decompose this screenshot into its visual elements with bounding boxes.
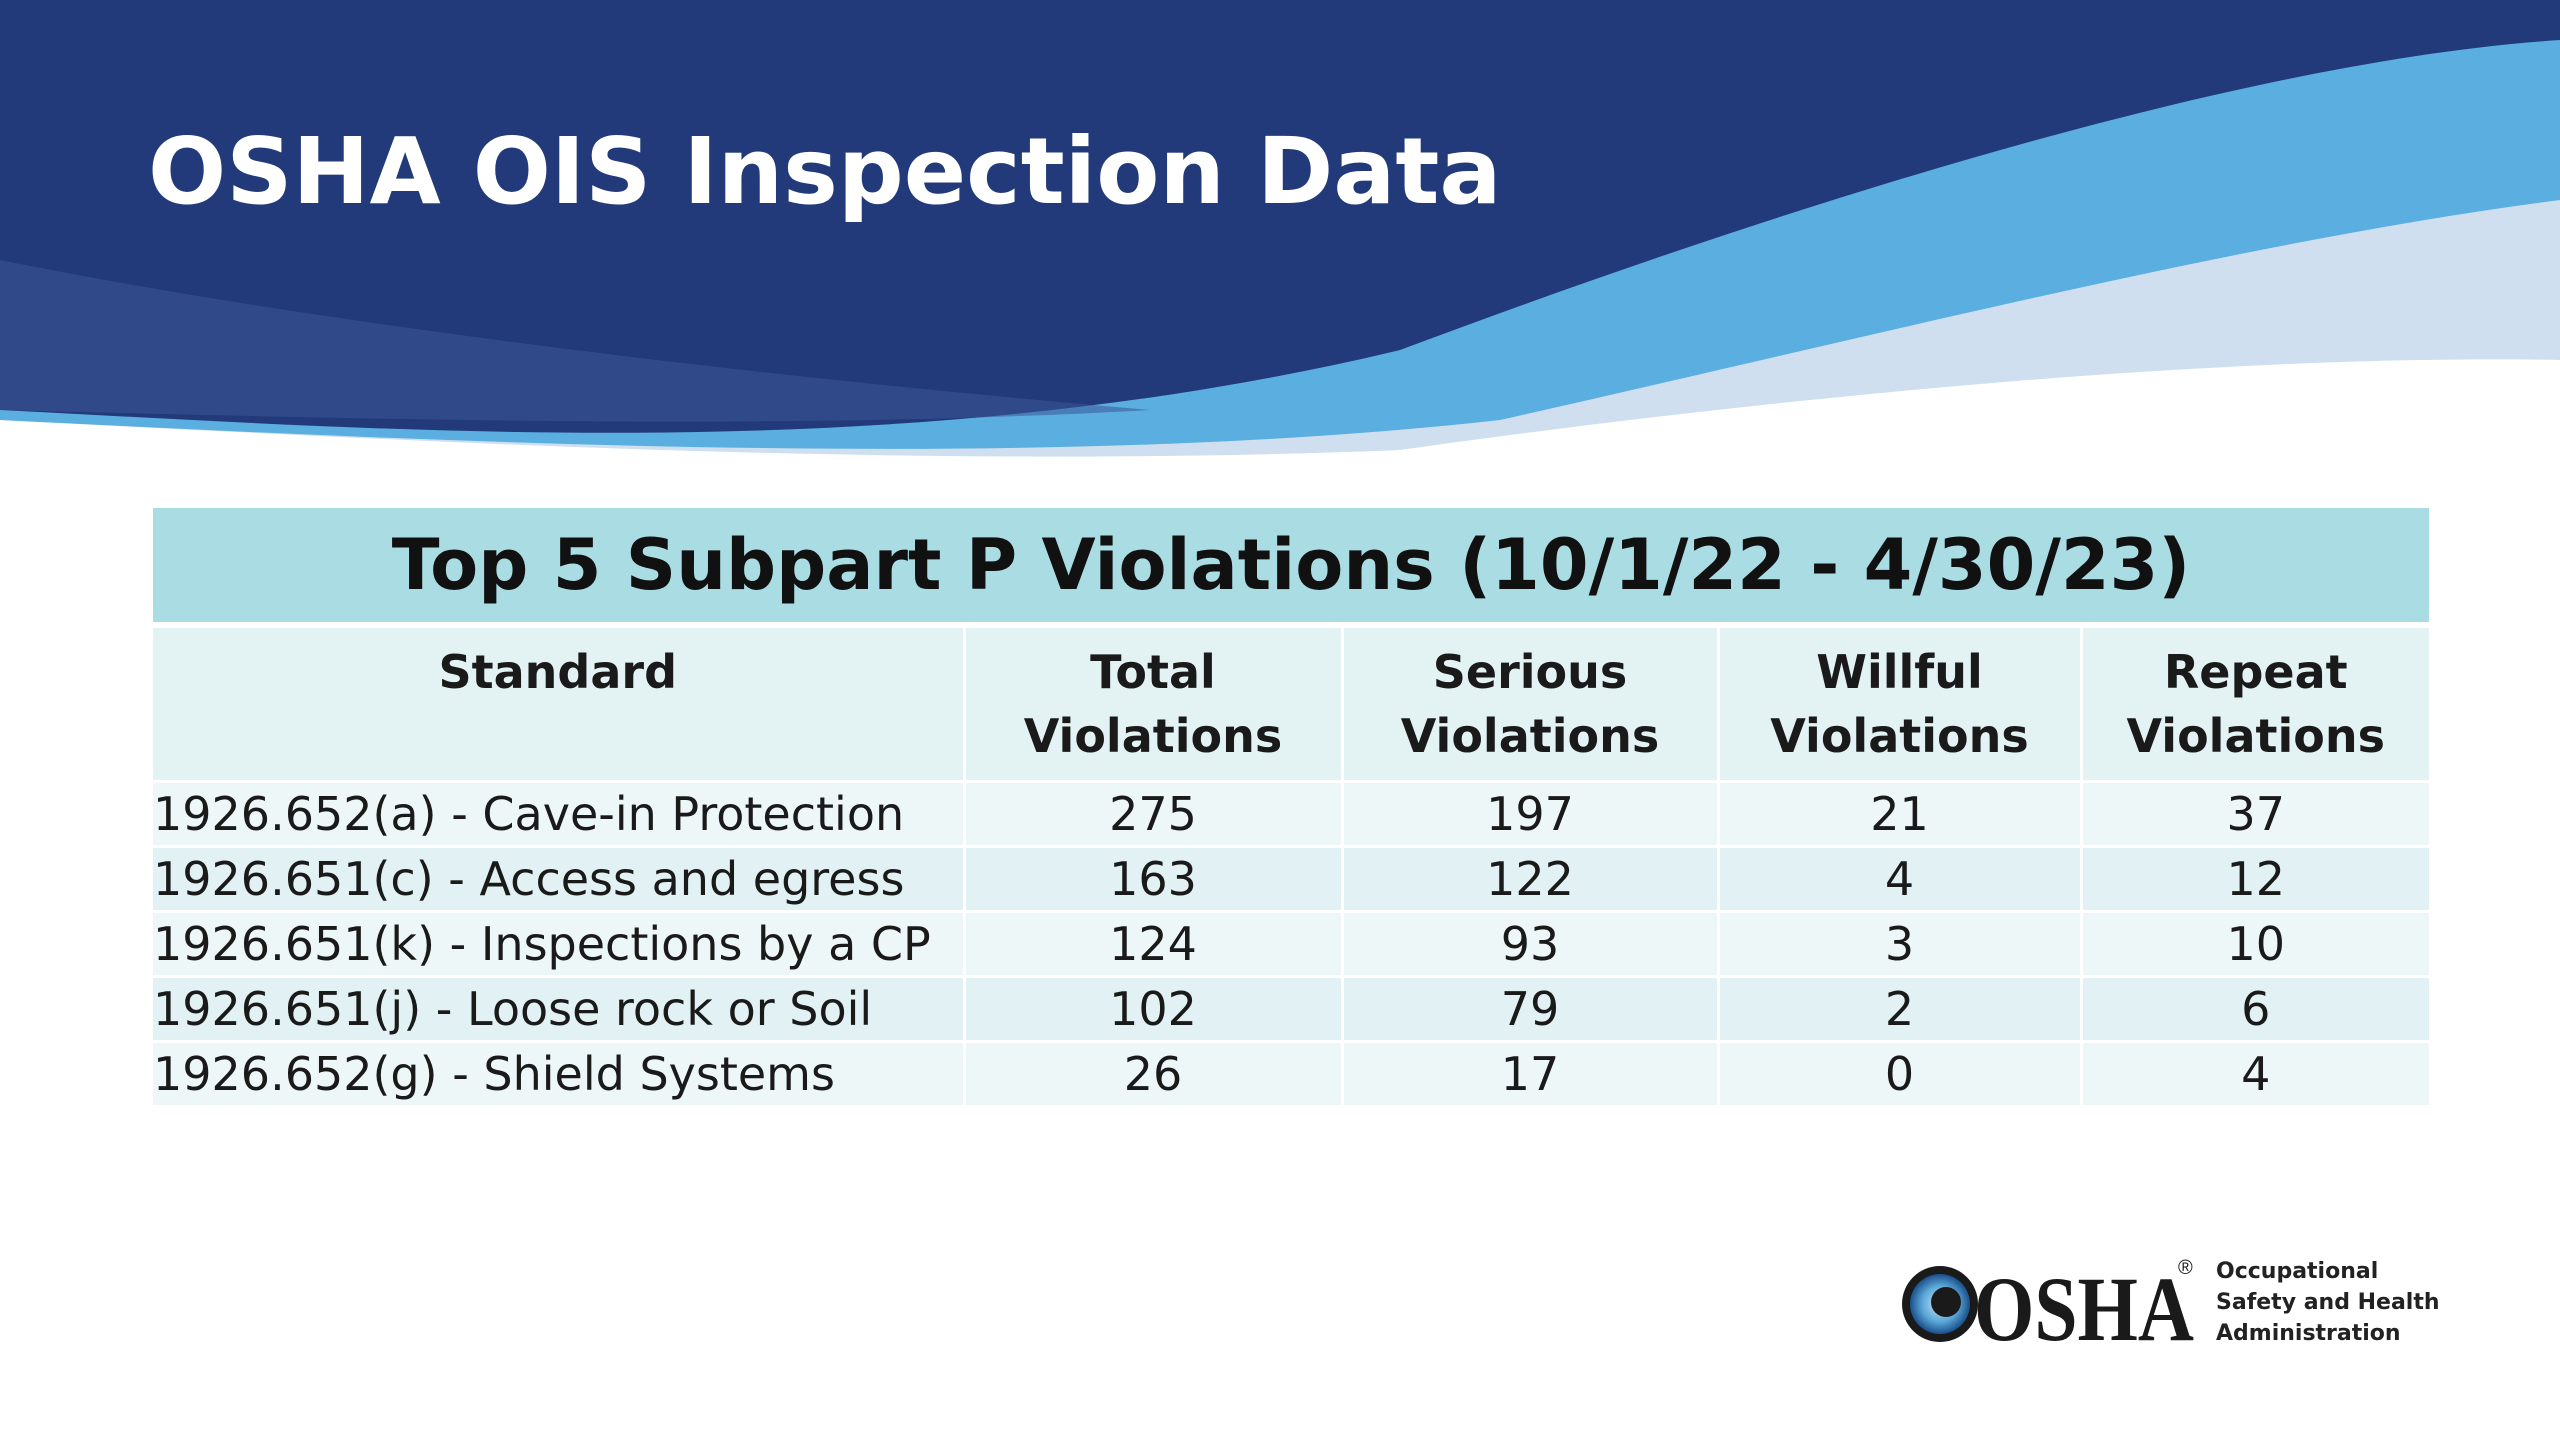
table-row: 1926.651(j) - Loose rock or Soil 102 79 …: [153, 976, 2429, 1043]
cell-willful: 2: [1718, 976, 2083, 1043]
banner-dark-wave: [0, 0, 2560, 433]
registered-mark: ®: [2178, 1257, 2193, 1279]
table-caption: Top 5 Subpart P Violations (10/1/22 - 4/…: [153, 508, 2429, 628]
cell-repeat: 10: [2081, 911, 2429, 978]
table-header-row: Standard Total Violations Serious Violatio…: [153, 628, 2429, 783]
cell-serious: 197: [1342, 781, 1720, 848]
cell-total: 102: [964, 976, 1344, 1043]
tagline-line: Safety and Health: [2216, 1290, 2440, 1315]
osha-wordmark-logo: OSHA ®: [1902, 1257, 2194, 1360]
cell-willful: 4: [1718, 846, 2083, 913]
banner-dark-edge: [0, 260, 1150, 422]
cell-standard: 1926.651(k) - Inspections by a CP: [153, 911, 966, 978]
header-total-violations: Total Violations: [964, 628, 1344, 783]
table-row: 1926.651(k) - Inspections by a CP 124 93…: [153, 911, 2429, 978]
slide-title: OSHA OIS Inspection Data: [148, 118, 1502, 225]
table-row: 1926.651(c) - Access and egress 163 122 …: [153, 846, 2429, 913]
cell-total: 124: [964, 911, 1344, 978]
cell-serious: 122: [1342, 846, 1720, 913]
cell-standard: 1926.651(j) - Loose rock or Soil: [153, 976, 966, 1043]
cell-willful: 0: [1718, 1041, 2083, 1108]
logo-tagline: Occupational Safety and Health Administr…: [2216, 1256, 2440, 1349]
osha-logo: OSHA ® Occupational Safety and Health Ad…: [1896, 1252, 2440, 1360]
table-row: 1926.652(g) - Shield Systems 26 17 0 4: [153, 1041, 2429, 1108]
cell-standard: 1926.652(a) - Cave-in Protection: [153, 781, 966, 848]
cell-total: 275: [964, 781, 1344, 848]
cell-serious: 93: [1342, 911, 1720, 978]
violations-table-container: Top 5 Subpart P Violations (10/1/22 - 4/…: [153, 508, 2429, 1108]
cell-total: 26: [964, 1041, 1344, 1108]
cell-willful: 21: [1718, 781, 2083, 848]
cell-total: 163: [964, 846, 1344, 913]
cell-willful: 3: [1718, 911, 2083, 978]
header-willful-violations: Willful Violations: [1718, 628, 2083, 783]
cell-repeat: 4: [2081, 1041, 2429, 1108]
cell-standard: 1926.652(g) - Shield Systems: [153, 1041, 966, 1108]
cell-repeat: 37: [2081, 781, 2429, 848]
cell-repeat: 12: [2081, 846, 2429, 913]
osha-wordmark: OSHA: [1974, 1258, 2194, 1352]
tagline-line: Occupational: [2216, 1259, 2379, 1284]
cell-repeat: 6: [2081, 976, 2429, 1043]
violations-table: Standard Total Violations Serious Violatio…: [153, 628, 2429, 1108]
tagline-line: Administration: [2216, 1321, 2401, 1346]
cell-standard: 1926.651(c) - Access and egress: [153, 846, 966, 913]
header-serious-violations: Serious Violations: [1342, 628, 1720, 783]
cell-serious: 79: [1342, 976, 1720, 1043]
cell-serious: 17: [1342, 1041, 1720, 1108]
header-standard: Standard: [153, 628, 966, 783]
header-banner: [0, 0, 2560, 457]
table-row: 1926.652(a) - Cave-in Protection 275 197…: [153, 781, 2429, 848]
header-repeat-violations: Repeat Violations: [2081, 628, 2429, 783]
